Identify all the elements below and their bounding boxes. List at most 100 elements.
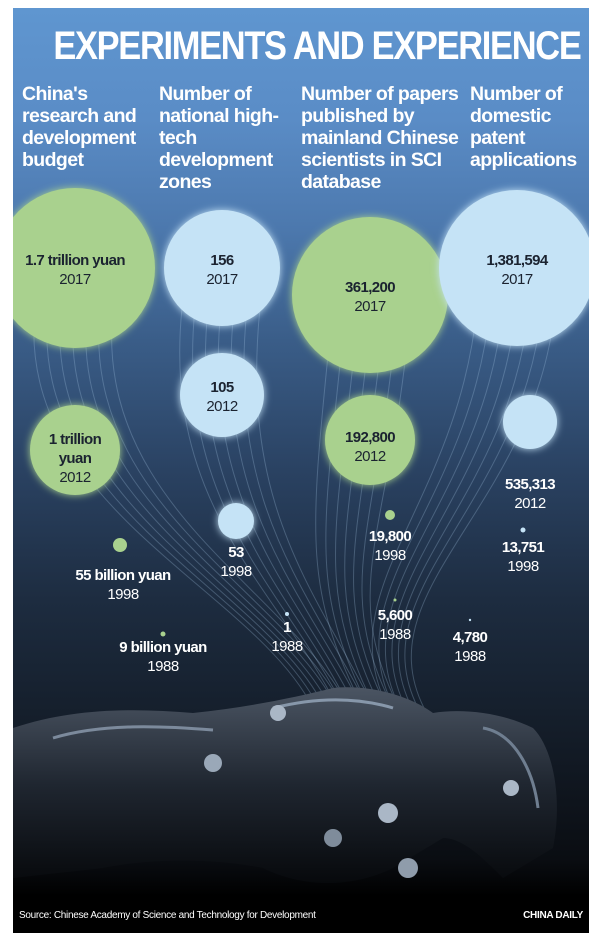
data-label-value: 4,780	[452, 629, 488, 646]
data-label-value: 13,751	[501, 539, 545, 556]
label-patents-2012: 535,313 2012	[504, 475, 556, 513]
data-label-value: 9 billion yuan	[119, 639, 207, 656]
robot-finger-highlight	[272, 698, 394, 710]
column-heading-sci-papers: Number of papers published by mainland C…	[301, 83, 459, 193]
source-note: Source: Chinese Academy of Science and T…	[19, 910, 316, 921]
brand-name: CHINA DAILY	[523, 910, 583, 921]
bubble-sci-papers-1988	[393, 598, 397, 602]
connector-line	[404, 307, 543, 709]
bubble-patents-2012	[503, 395, 557, 449]
connector-line	[59, 307, 326, 709]
connector-line	[98, 307, 344, 709]
data-label-year: 2012	[354, 448, 386, 465]
data-label-value: 5,600	[377, 607, 413, 624]
bubble-rd-budget-2017	[13, 188, 155, 348]
footer: Source: Chinese Academy of Science and T…	[13, 897, 589, 933]
label-hightech-zones-1998: 53 1998	[220, 543, 252, 581]
connector-line	[398, 307, 530, 709]
infographic-title: EXPERIMENTS AND EXPERIENCE	[53, 24, 581, 68]
data-label-year: 1998	[220, 563, 252, 580]
connector-line	[179, 307, 339, 709]
data-label-value: 105	[210, 379, 234, 396]
bubble-hightech-zones-1988	[285, 612, 289, 616]
robot-finger-highlight	[482, 726, 540, 809]
data-label-year: 1988	[379, 626, 411, 643]
data-label-value: 1	[283, 619, 291, 636]
data-label-value: 361,200	[344, 279, 396, 296]
data-label-year: 1998	[374, 547, 406, 564]
connector-line	[410, 307, 556, 709]
connector-line	[384, 307, 504, 709]
data-label-value: 1.7 trillion yuan	[25, 252, 125, 269]
data-label-year: 1998	[507, 558, 539, 575]
bubble-sci-papers-2017	[292, 217, 448, 373]
connector-line	[391, 307, 517, 709]
label-sci-papers-2017: 361,200 2017	[344, 278, 396, 316]
connector-line	[378, 307, 491, 709]
bubble-rd-budget-2012	[30, 405, 120, 495]
bubble-hightech-zones-2012	[180, 353, 264, 437]
data-label-year: 2017	[354, 298, 386, 315]
bubble-chart	[13, 188, 589, 883]
data-label-value: 1,381,594	[486, 252, 548, 269]
robot-joint	[398, 858, 418, 878]
connector-line	[315, 334, 364, 709]
robot-joint	[378, 803, 398, 823]
connector-lines	[33, 307, 556, 709]
label-patents-1988: 4,780 1988	[453, 628, 488, 666]
label-hightech-zones-2012: 105 2012	[206, 378, 238, 416]
data-label-year: 2012	[514, 495, 546, 512]
label-hightech-zones-2017: 156 2017	[206, 251, 238, 289]
bubble-patents-2017	[439, 190, 589, 346]
data-label-value: 53	[228, 544, 244, 561]
label-rd-budget-1998: 55 billion yuan 1998	[75, 566, 171, 604]
column-heading-hightech-zones: Number of national high-tech development…	[159, 83, 279, 193]
data-label-year: 2017	[501, 271, 533, 288]
column-heading-rd-budget: China's research and development budget	[22, 83, 137, 171]
connector-line	[46, 307, 320, 709]
column-heading-patents: Number of domestic patent applications	[470, 83, 577, 171]
label-patents-1998: 13,751 1998	[501, 538, 545, 576]
bubbles	[13, 188, 589, 637]
data-label-value: 535,313	[504, 476, 556, 493]
robot-joint	[503, 780, 519, 796]
bubble-sci-papers-1998	[385, 510, 395, 520]
connector-line	[33, 307, 314, 709]
robot-joint	[204, 754, 222, 772]
data-label-year: 2012	[206, 398, 238, 415]
bubble-rd-budget-1998	[113, 538, 127, 552]
label-rd-budget-2017: 1.7 trillion yuan 2017	[25, 251, 125, 289]
connector-line	[85, 307, 338, 709]
robot-hand-illustration	[13, 687, 557, 883]
bubble-sci-papers-2012	[325, 395, 415, 485]
data-label-value: 55 billion yuan	[75, 567, 171, 584]
robot-finger-highlight	[52, 725, 214, 740]
label-sci-papers-1998: 19,800 1998	[369, 527, 412, 565]
robot-joint	[270, 705, 286, 721]
bubble-hightech-zones-2017	[164, 210, 280, 326]
bubble-hightech-zones-1998	[218, 503, 254, 539]
data-label-year: 1988	[271, 638, 303, 655]
data-label-year: 1988	[147, 658, 179, 675]
connector-line	[371, 307, 478, 709]
data-label-year: 2012	[59, 469, 91, 486]
bubble-rd-budget-1988	[160, 631, 166, 637]
connector-line	[325, 334, 370, 709]
data-label-value: 156	[210, 252, 234, 269]
connector-line	[335, 334, 376, 709]
label-rd-budget-1988: 9 billion yuan 1988	[119, 638, 207, 676]
data-label-year: 2017	[206, 271, 238, 288]
robot-hand-shape	[13, 687, 557, 883]
data-label-year: 1988	[454, 648, 486, 665]
label-hightech-zones-1988: 1 1988	[271, 618, 303, 656]
connector-line	[72, 307, 332, 709]
bubble-patents-1998	[520, 527, 526, 533]
label-patents-2017: 1,381,594 2017	[486, 251, 548, 289]
robot-joint	[324, 829, 342, 847]
label-rd-budget-2012: 1 trillion yuan 2012	[40, 430, 110, 487]
bubble-patents-1988	[468, 618, 472, 622]
data-label-year: 2017	[59, 271, 91, 288]
data-label-value: 192,800	[344, 429, 396, 446]
data-label-year: 1998	[107, 586, 139, 603]
infographic-panel: EXPERIMENTS AND EXPERIENCE China's resea…	[13, 8, 589, 933]
